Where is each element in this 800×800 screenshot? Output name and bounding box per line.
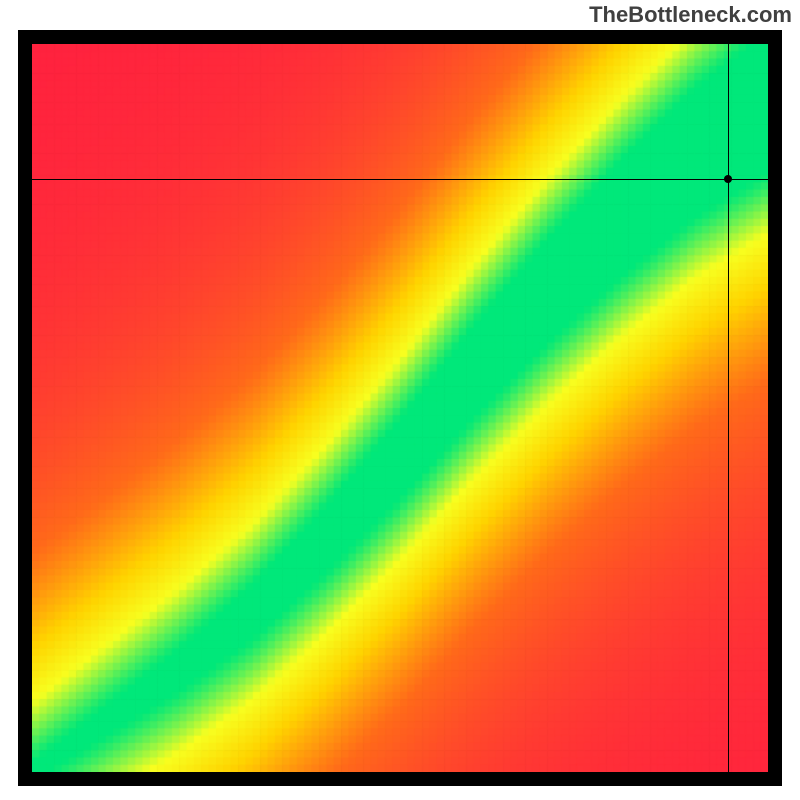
heatmap-canvas — [32, 44, 768, 772]
plot-frame — [18, 30, 782, 786]
chart-container: TheBottleneck.com — [0, 0, 800, 800]
plot-area — [32, 44, 768, 772]
watermark-text: TheBottleneck.com — [589, 2, 792, 28]
marker-dot — [724, 175, 732, 183]
crosshair-horizontal — [32, 179, 768, 180]
crosshair-vertical — [728, 44, 729, 772]
